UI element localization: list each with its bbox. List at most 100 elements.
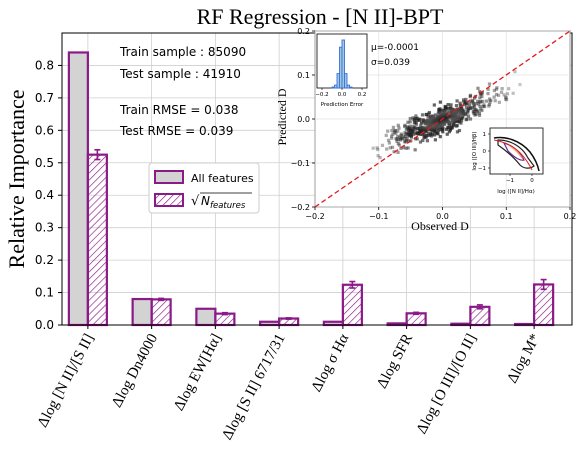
inset-x-tick-label: 0.1: [500, 212, 513, 221]
y-tick-label: 0.4: [35, 188, 54, 202]
density-cell: [504, 97, 508, 101]
density-cell: [396, 134, 400, 139]
bpt-orange-contour: [509, 145, 523, 159]
bpt-y-tick-label: 0: [483, 149, 487, 155]
bpt-ticks: −1 0 −1 0 1: [478, 132, 534, 184]
legend-sqrt-subscript: features: [210, 201, 246, 211]
density-cell: [476, 99, 480, 104]
density-cell: [478, 104, 482, 108]
x-category-label: Δlog σ Hα: [309, 331, 353, 394]
density-cell: [492, 95, 496, 99]
density-cell: [481, 99, 485, 104]
density-cell: [427, 110, 431, 115]
density-cell: [478, 96, 482, 100]
density-cell: [493, 99, 497, 103]
density-cell: [507, 87, 511, 91]
density-cell: [396, 129, 400, 133]
density-cell: [504, 95, 508, 99]
density-cell: [458, 103, 462, 107]
density-cell: [458, 101, 462, 105]
y-tick-label: 0.1: [35, 286, 54, 300]
density-cell: [462, 103, 467, 107]
density-cell: [425, 139, 430, 143]
density-cell: [433, 133, 437, 137]
density-cell: [477, 111, 482, 115]
density-cell: [414, 137, 418, 141]
density-cell: [464, 97, 468, 102]
density-cell: [464, 118, 468, 122]
density-cell: [422, 136, 426, 140]
density-cell: [412, 132, 416, 137]
density-cell: [518, 82, 522, 87]
histogram-bar: [341, 39, 345, 89]
density-cell: [413, 148, 417, 152]
legend-label-all-features: All features: [191, 172, 254, 185]
density-cell: [487, 82, 492, 86]
density-cell: [502, 93, 506, 97]
density-cell: [418, 132, 422, 136]
y-tick-label: 0.6: [35, 123, 54, 137]
density-cell: [438, 100, 442, 104]
density-cell: [411, 129, 416, 134]
density-cell: [454, 124, 459, 128]
bpt-y-label: log ([O III]/Hβ): [472, 131, 478, 170]
density-cell: [376, 147, 380, 152]
density-cell: [480, 91, 484, 95]
density-cell: [513, 70, 517, 74]
density-cell: [400, 137, 405, 141]
inset-x-ticks: −0.2 −0.1 0.0 0.1 0.2: [305, 207, 576, 221]
density-cell: [408, 124, 412, 128]
density-cell: [433, 138, 437, 142]
density-cell: [488, 100, 492, 104]
density-cell: [390, 128, 394, 133]
density-cell: [464, 106, 469, 110]
inset-x-label: Observed D: [411, 219, 469, 233]
density-cell: [484, 99, 488, 103]
density-cell: [474, 102, 478, 106]
density-cell: [476, 86, 480, 90]
density-cell: [472, 111, 476, 116]
density-cell: [414, 114, 418, 118]
density-cell: [392, 130, 396, 134]
bpt-outer-contour: [493, 136, 540, 172]
density-cell: [393, 128, 397, 133]
bar-sqrt-features: [150, 298, 172, 327]
density-cell: [413, 117, 417, 121]
density-cell: [468, 94, 472, 99]
x-category-label: Δlog [O III]/[O II]: [414, 331, 480, 436]
density-cell: [410, 132, 414, 136]
density-cell: [504, 96, 508, 100]
density-cell: [415, 118, 420, 122]
inset-x-tick-label: −0.2: [305, 212, 324, 221]
density-cell: [406, 120, 410, 124]
density-cell: [409, 134, 413, 138]
density-cell: [436, 128, 440, 132]
density-cell: [463, 100, 467, 104]
density-cell: [476, 102, 481, 106]
density-cell: [477, 113, 482, 117]
density-cell: [444, 127, 449, 131]
density-cell: [474, 112, 478, 116]
density-cell: [419, 129, 423, 133]
density-cell: [468, 117, 473, 121]
density-cell: [405, 126, 409, 130]
density-cell: [448, 128, 452, 132]
density-cell: [430, 132, 435, 136]
density-cell: [459, 121, 463, 125]
bpt-mid-contour: [497, 139, 535, 169]
density-cell: [387, 141, 392, 145]
density-cell: [461, 98, 466, 102]
density-cell: [459, 118, 464, 123]
train-rmse-annotation: Train RMSE = 0.038: [119, 103, 239, 117]
density-cell: [474, 108, 478, 112]
density-cell: [443, 105, 447, 110]
density-cell: [411, 116, 415, 120]
density-cell: [386, 138, 391, 142]
main-y-axis-label: Relative Importance: [4, 90, 29, 269]
histogram-bar: [346, 84, 350, 89]
density-cell: [432, 103, 436, 107]
inset-y-tick-label: 0.1: [297, 71, 310, 80]
density-cell: [413, 127, 417, 131]
density-cell: [505, 92, 510, 96]
density-cell: [492, 88, 496, 93]
